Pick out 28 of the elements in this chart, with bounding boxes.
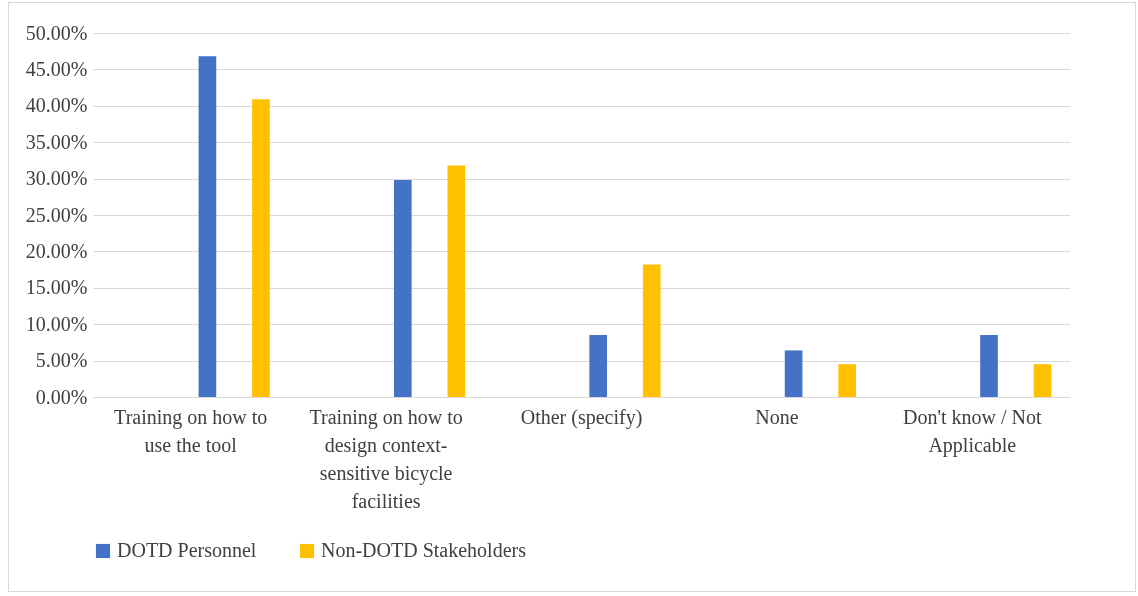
x-tick-label: Other (specify) — [520, 405, 643, 429]
x-tick-label: Don't know / Not Applicable — [903, 405, 1043, 457]
bar — [1033, 364, 1052, 397]
bar — [838, 364, 856, 397]
x-tick-label: Training on how to design context-sensitive bicycle facilities — [309, 405, 463, 512]
y-tick-label: 30.00% — [25, 167, 88, 190]
bar — [589, 335, 608, 397]
x-tick-label: Training on how to use the tool — [114, 405, 268, 456]
y-tick-label: 15.00% — [25, 276, 88, 299]
y-tick-label: 5.00% — [35, 349, 88, 372]
bar — [198, 56, 217, 397]
y-tick-label: 40.00% — [25, 94, 88, 117]
bar — [252, 99, 270, 397]
bar — [642, 264, 661, 397]
legend-label: Non-DOTD Stakeholders — [321, 539, 527, 561]
bar — [980, 335, 998, 397]
bar — [393, 180, 412, 397]
y-tick-label: 45.00% — [25, 57, 88, 80]
bar — [447, 165, 466, 397]
y-tick-label: 20.00% — [25, 239, 88, 262]
legend-label: DOTD Personnel — [117, 539, 257, 561]
x-tick-label: None — [755, 405, 799, 428]
y-tick-label: 35.00% — [25, 130, 88, 153]
y-tick-label: 25.00% — [25, 203, 88, 226]
y-tick-label: 50.00% — [25, 21, 88, 44]
y-tick-label: 0.00% — [35, 385, 88, 408]
bar — [784, 350, 803, 397]
y-tick-label: 10.00% — [25, 312, 88, 335]
